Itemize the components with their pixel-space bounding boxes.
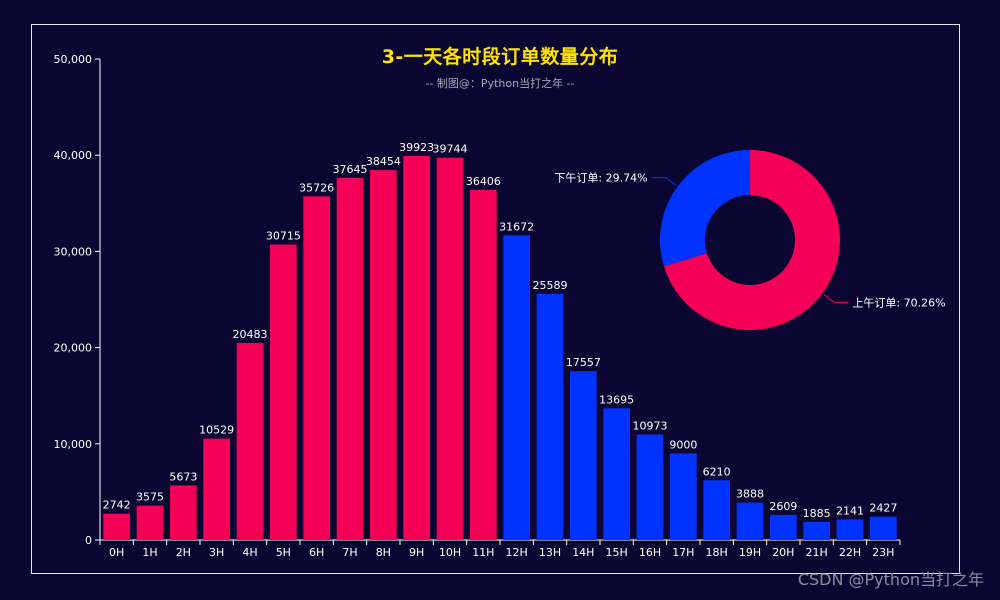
bar <box>203 438 230 540</box>
bar-value-label: 2427 <box>869 502 897 515</box>
x-tick-label: 3H <box>209 546 224 559</box>
x-tick-label: 22H <box>839 546 861 559</box>
bar <box>303 196 330 540</box>
bar <box>403 155 430 540</box>
x-tick-label: 14H <box>572 546 594 559</box>
bar <box>570 371 597 540</box>
y-tick-label: 50,000 <box>54 53 93 66</box>
bar <box>803 521 830 540</box>
bar-value-label: 3575 <box>136 491 164 504</box>
x-tick-label: 23H <box>872 546 894 559</box>
watermark: CSDN @Python当打之年 <box>797 570 984 589</box>
chart-subtitle: -- 制图@：Python当打之年 -- <box>425 77 575 90</box>
bar-value-label: 20483 <box>233 328 268 341</box>
pie-slice-label: 下午订单: 29.74% <box>554 172 647 185</box>
x-tick-label: 9H <box>409 546 424 559</box>
pie-leader-line <box>823 294 849 303</box>
y-tick-label: 10,000 <box>54 438 93 451</box>
bar-value-label: 9000 <box>669 438 697 451</box>
bar <box>736 502 764 540</box>
bar-value-label: 2609 <box>769 500 797 513</box>
y-tick-label: 20,000 <box>54 342 93 355</box>
x-tick-label: 12H <box>506 546 528 559</box>
y-tick-label: 40,000 <box>54 149 93 162</box>
bar <box>636 434 664 540</box>
x-tick-label: 16H <box>639 546 661 559</box>
bar-value-label: 2742 <box>103 499 131 512</box>
pie-leader-line <box>651 177 677 186</box>
bar <box>236 342 264 540</box>
bar-value-label: 5673 <box>169 470 197 483</box>
bar <box>603 408 630 540</box>
chart-title: 3-一天各时段订单数量分布 <box>381 46 619 68</box>
y-tick-label: 0 <box>85 534 92 547</box>
bar <box>436 157 464 540</box>
x-tick-label: 10H <box>439 546 461 559</box>
bar-value-label: 10973 <box>633 419 668 432</box>
x-tick-label: 11H <box>472 546 494 559</box>
bar-value-label: 17557 <box>566 356 601 369</box>
y-tick-label: 30,000 <box>54 245 93 258</box>
x-tick-label: 2H <box>176 546 191 559</box>
x-tick-label: 5H <box>276 546 291 559</box>
x-tick-label: 7H <box>342 546 357 559</box>
bar <box>370 170 397 541</box>
bar-value-label: 30715 <box>266 230 301 243</box>
bar <box>470 189 497 540</box>
bar <box>503 235 530 540</box>
bar-value-label: 2141 <box>836 504 864 517</box>
pie-slice <box>663 150 840 330</box>
x-tick-label: 21H <box>806 546 828 559</box>
bar-value-label: 3888 <box>736 488 764 501</box>
bar <box>536 293 564 540</box>
x-tick-label: 17H <box>672 546 694 559</box>
chart-frame <box>31 24 960 574</box>
bar-value-label: 13695 <box>599 393 634 406</box>
bar <box>336 177 364 540</box>
x-tick-label: 18H <box>706 546 728 559</box>
x-tick-label: 6H <box>309 546 324 559</box>
bar <box>170 485 197 540</box>
bar-value-label: 25589 <box>533 279 568 292</box>
bar-value-label: 31672 <box>499 220 534 233</box>
bar <box>770 514 797 540</box>
bar-value-label: 35726 <box>299 181 334 194</box>
bar <box>136 505 164 540</box>
bar <box>670 453 697 540</box>
bar-value-label: 1885 <box>803 507 831 520</box>
x-tick-label: 20H <box>772 546 794 559</box>
x-tick-label: 13H <box>539 546 561 559</box>
x-tick-label: 0H <box>109 546 124 559</box>
bar-value-label: 10529 <box>199 424 234 437</box>
bar-value-label: 38454 <box>366 155 401 168</box>
x-tick-label: 19H <box>739 546 761 559</box>
bar <box>836 519 864 540</box>
pie-slice <box>659 150 750 267</box>
x-tick-label: 1H <box>142 546 157 559</box>
bar-value-label: 39744 <box>433 143 468 156</box>
bar <box>270 244 297 540</box>
bar <box>870 516 897 540</box>
bar-value-label: 36406 <box>466 175 501 188</box>
bar <box>103 513 130 540</box>
bar-value-label: 37645 <box>333 163 368 176</box>
pie-slice-label: 上午订单: 70.26% <box>852 296 945 309</box>
bar-value-label: 6210 <box>703 465 731 478</box>
x-tick-label: 8H <box>376 546 391 559</box>
bar <box>703 480 730 540</box>
x-tick-label: 15H <box>606 546 628 559</box>
bar-value-label: 39923 <box>399 141 434 154</box>
x-tick-label: 4H <box>242 546 257 559</box>
